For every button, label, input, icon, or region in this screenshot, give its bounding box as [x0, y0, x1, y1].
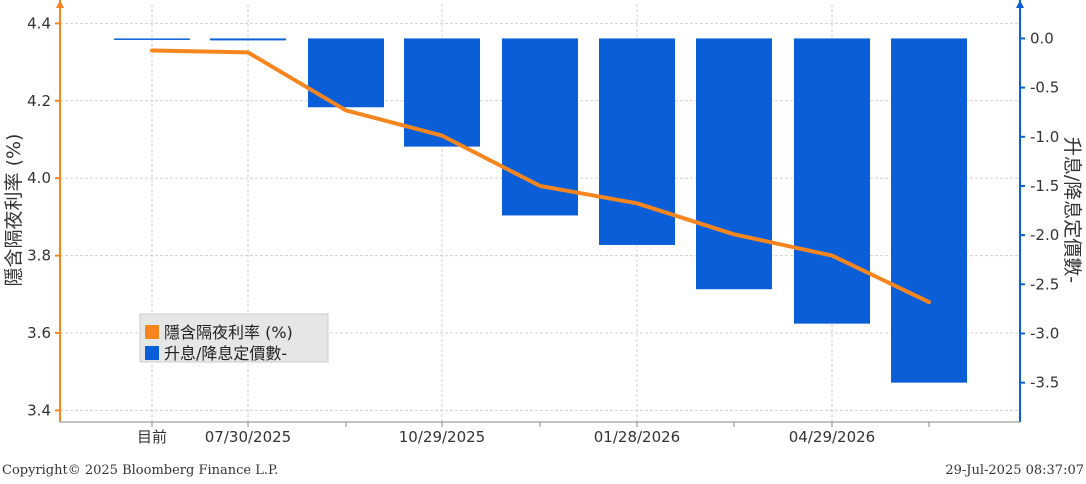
x-tick-label: 10/29/2025: [399, 428, 485, 446]
right-tick-label: -2.5: [1030, 275, 1059, 293]
right-tick-label: -3.0: [1030, 324, 1059, 342]
bar-6: [696, 38, 772, 290]
legend-swatch-line: [145, 325, 159, 339]
x-tick-label: 目前: [137, 428, 167, 446]
right-tick-label: -0.5: [1030, 79, 1059, 97]
footer-timestamp: 29-Jul-2025 08:37:07: [945, 463, 1084, 478]
legend-label-bar: 升息/降息定價數-: [164, 344, 287, 363]
right-tick-label: -1.0: [1030, 128, 1059, 146]
right-tick-label: -2.0: [1030, 226, 1059, 244]
left-tick-label: 4.2: [27, 92, 51, 110]
right-axis-title: 升息/降息定價數-: [1061, 137, 1083, 283]
left-tick-label: 3.4: [27, 401, 51, 419]
legend-label-line: 隱含隔夜利率 (%): [164, 323, 293, 342]
legend: 隱含隔夜利率 (%) 升息/降息定價數-: [139, 313, 329, 363]
line-layer: [150, 48, 931, 305]
bar-5: [599, 38, 675, 245]
left-tick-label: 3.6: [27, 324, 51, 342]
right-tick-label: 0.0: [1030, 29, 1054, 47]
bar-0: [114, 38, 190, 40]
bar-8: [891, 38, 967, 383]
legend-swatch-bar: [145, 346, 159, 360]
bar-7: [794, 38, 870, 324]
axes-layer: [55, 0, 1025, 427]
x-tick-label: 01/28/2026: [594, 428, 680, 446]
rate-line: [150, 48, 931, 305]
bar-1: [210, 38, 286, 41]
legend-box: [139, 313, 329, 363]
right-axis-arrow: [1016, 0, 1024, 8]
right-tick-label: -3.5: [1030, 374, 1059, 392]
right-tick-label: -1.5: [1030, 177, 1059, 195]
left-axis-arrow: [56, 0, 64, 8]
left-axis-title: 隱含隔夜利率 (%): [3, 134, 25, 287]
footer-copyright: Copyright© 2025 Bloomberg Finance L.P.: [2, 463, 278, 478]
x-tick-label: 07/30/2025: [205, 428, 291, 446]
left-tick-label: 4.4: [27, 14, 51, 32]
x-tick-label: 04/29/2026: [789, 428, 875, 446]
labels-layer: 4.4 4.2 4.0 3.8 3.6 3.4 0.0 -0.5 -1.0 -1.5 -2.0 -2.…: [27, 14, 1059, 446]
left-tick-label: 4.0: [27, 169, 51, 187]
bars-layer: [114, 38, 967, 383]
left-tick-label: 3.8: [27, 247, 51, 265]
